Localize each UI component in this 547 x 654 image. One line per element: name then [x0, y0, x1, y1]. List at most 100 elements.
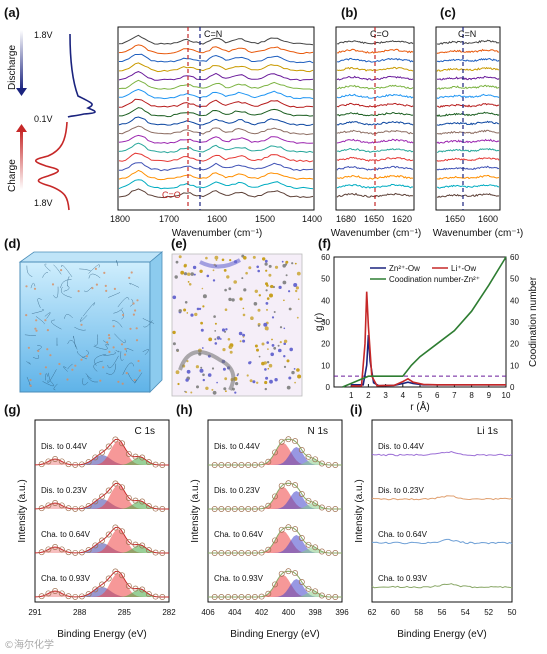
spectrum-trace — [336, 57, 414, 63]
molecule-dot — [239, 340, 242, 343]
polymer-strand — [60, 279, 72, 288]
xps-ylabel: Intensity (a.u.) — [17, 479, 28, 542]
molecule-dot — [239, 297, 243, 301]
molecule-dot — [245, 271, 248, 275]
ion-dot — [85, 355, 88, 358]
molecule-dot — [291, 370, 295, 375]
spectrum-trace — [118, 62, 314, 73]
li-trace — [371, 495, 513, 501]
molecule-dot — [266, 297, 270, 300]
data-point — [238, 550, 245, 556]
molecule-dot — [271, 338, 273, 341]
xps-c1s: C 1s Intensity (a.u.) Binding Energy (eV) 2… — [17, 419, 176, 640]
data-point — [332, 550, 339, 556]
molecule-dot — [285, 260, 289, 264]
ion-dot — [108, 337, 111, 340]
data-point — [258, 593, 265, 600]
fit-peak — [35, 455, 169, 465]
ion-dot — [134, 309, 137, 312]
data-point — [45, 502, 52, 509]
polymer-strand — [129, 282, 140, 288]
data-point — [265, 458, 272, 465]
molecule-dot — [266, 361, 270, 364]
molecule-dot — [265, 302, 269, 305]
polymer-strand — [31, 308, 45, 314]
spectrum-trace — [436, 192, 500, 198]
data-point — [305, 541, 312, 548]
ion-dot — [71, 368, 74, 371]
ion-dot — [74, 364, 77, 367]
molecule-dot — [267, 367, 270, 370]
molecule-dot — [187, 272, 191, 276]
ion-dot — [35, 319, 38, 322]
molecule-dot — [279, 326, 283, 329]
molecule-dot — [196, 307, 200, 311]
panel-label-a: (a) — [4, 5, 20, 20]
spectrum-trace — [118, 152, 314, 163]
legend-li: Li⁺-Ow — [451, 264, 476, 273]
x-tick-label: 56 — [438, 608, 447, 617]
y-tick-label: 60 — [321, 253, 330, 262]
spectrum-trace — [436, 129, 500, 135]
molecule-dot — [215, 259, 218, 261]
legend-cn: Coodination number-Zn²⁺ — [389, 275, 480, 284]
molecule-dot — [176, 348, 179, 352]
data-point — [65, 461, 72, 468]
molecule-dot — [183, 308, 187, 312]
ion-dot — [44, 366, 48, 369]
molecule-dot — [242, 336, 245, 338]
x-tick-label: 282 — [162, 608, 176, 617]
molecule-dot — [270, 284, 274, 289]
fit-peak — [35, 499, 169, 509]
trace-label: Dis. to 0.44V — [214, 442, 260, 451]
rdf-ylabel2: Coodination number — [528, 276, 539, 367]
data-point — [112, 436, 119, 443]
molecule-dot — [264, 326, 269, 331]
spectrum-trace — [119, 53, 314, 64]
voltage-bottom: 1.8V — [34, 198, 53, 208]
data-point — [65, 593, 72, 600]
trace-label: Dis. to 0.44V — [41, 442, 87, 451]
data-point — [332, 594, 339, 600]
cn-marker-label: C=N — [204, 29, 222, 39]
molecule-dot — [228, 297, 232, 302]
data-point — [145, 503, 152, 510]
data-point — [152, 593, 159, 600]
panel-label-g: (g) — [4, 402, 21, 417]
molecule-dot — [256, 265, 260, 269]
data-point — [78, 593, 85, 600]
data-point — [139, 498, 146, 505]
data-point — [251, 506, 258, 512]
panel-label-i: (i) — [350, 402, 362, 417]
trace-label: Cha. to 0.93V — [214, 574, 264, 583]
trace-label: Cha. to 0.93V — [378, 574, 428, 583]
ion-dot — [112, 325, 115, 328]
data-point — [292, 526, 299, 533]
li-trace — [371, 450, 513, 457]
molecule-dot — [207, 373, 212, 377]
molecule-dot — [269, 293, 273, 298]
data-point — [318, 504, 325, 511]
charge-arrow-head — [16, 124, 27, 132]
spectrum-trace — [436, 120, 500, 126]
data-point — [298, 579, 305, 585]
molecule-dot — [284, 263, 288, 266]
molecule-dot — [285, 274, 288, 277]
polymer-strand — [117, 297, 130, 308]
molecule-dot — [277, 344, 280, 347]
data-point — [238, 594, 245, 600]
molecule-dot — [225, 390, 227, 393]
data-point — [285, 524, 292, 531]
ion-dot — [129, 327, 132, 330]
ion-dot — [44, 319, 47, 322]
watermark: ©海尔化学 — [4, 640, 54, 651]
molecule-dot — [268, 264, 272, 268]
ion-dot — [105, 289, 108, 292]
ion-dot — [102, 366, 105, 369]
data-point — [325, 593, 332, 600]
molecule-dot — [243, 255, 247, 260]
data-point — [72, 505, 79, 512]
fit-peak — [35, 543, 169, 553]
molecule-dot — [288, 376, 292, 380]
data-point — [38, 593, 45, 600]
